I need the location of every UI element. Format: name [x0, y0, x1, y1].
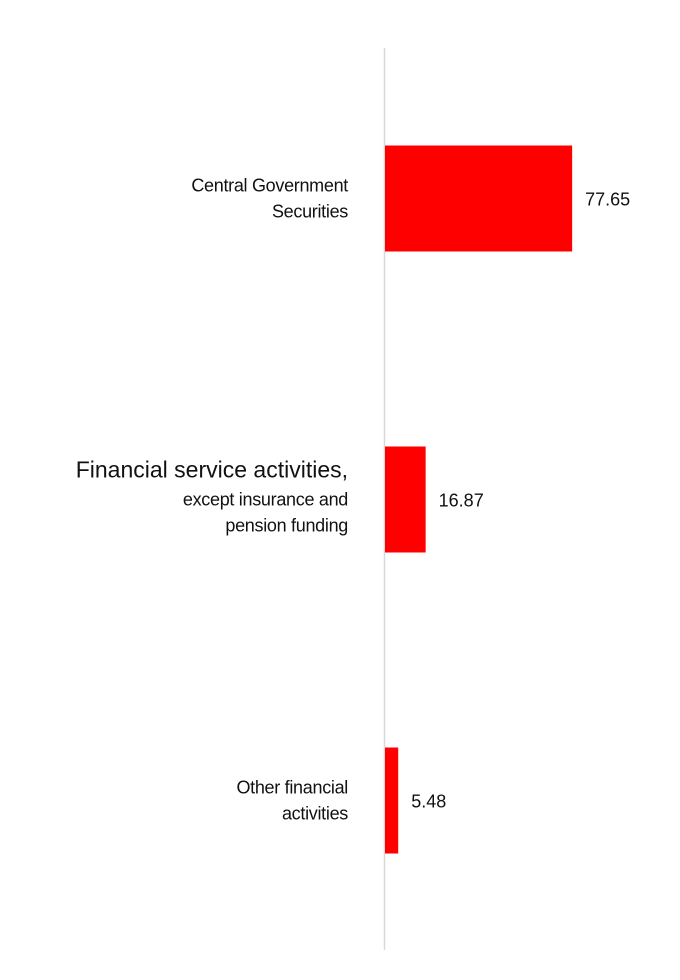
- bar-0: [385, 145, 573, 252]
- value-label-1: 16.87: [439, 491, 484, 511]
- category-label-1: Financial service activities, except insu…: [76, 457, 348, 536]
- category-label-2: Other financial activities: [236, 778, 348, 824]
- bar-1: [385, 446, 426, 553]
- bars-group: [385, 145, 573, 854]
- value-label-2: 5.48: [411, 792, 446, 812]
- bar-2: [385, 747, 399, 854]
- value-label-0: 77.65: [585, 190, 630, 210]
- category-labels-group: Central Government Securities Financial se…: [76, 176, 349, 824]
- category-label-0: Central Government Securities: [191, 176, 348, 222]
- value-labels-group: 77.65 16.87 5.48: [411, 190, 630, 812]
